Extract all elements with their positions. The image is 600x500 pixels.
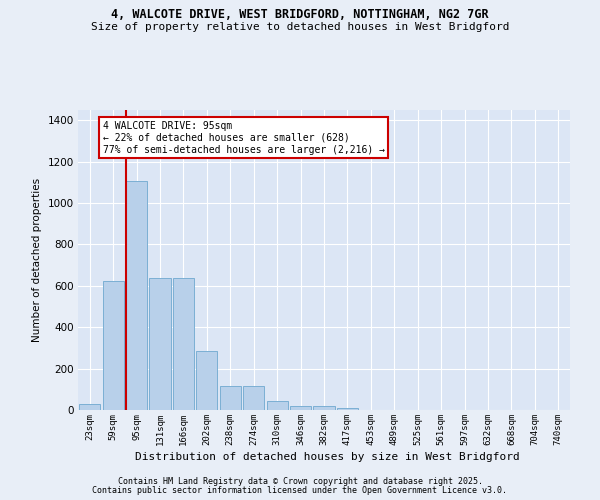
Text: Size of property relative to detached houses in West Bridgford: Size of property relative to detached ho…	[91, 22, 509, 32]
Text: 4 WALCOTE DRIVE: 95sqm
← 22% of detached houses are smaller (628)
77% of semi-de: 4 WALCOTE DRIVE: 95sqm ← 22% of detached…	[103, 122, 385, 154]
Bar	[220, 386, 241, 410]
Bar	[79, 404, 100, 410]
Bar	[196, 351, 217, 410]
Bar	[243, 386, 264, 410]
Text: Contains public sector information licensed under the Open Government Licence v3: Contains public sector information licen…	[92, 486, 508, 495]
Bar	[313, 406, 335, 410]
Bar	[290, 406, 311, 410]
Text: Contains HM Land Registry data © Crown copyright and database right 2025.: Contains HM Land Registry data © Crown c…	[118, 477, 482, 486]
Bar	[103, 280, 124, 410]
Bar	[337, 408, 358, 410]
Bar	[173, 278, 194, 410]
Text: Distribution of detached houses by size in West Bridgford: Distribution of detached houses by size …	[134, 452, 520, 462]
Bar	[266, 400, 287, 410]
Bar	[149, 278, 170, 410]
Y-axis label: Number of detached properties: Number of detached properties	[32, 178, 42, 342]
Text: 4, WALCOTE DRIVE, WEST BRIDGFORD, NOTTINGHAM, NG2 7GR: 4, WALCOTE DRIVE, WEST BRIDGFORD, NOTTIN…	[111, 8, 489, 20]
Bar	[126, 182, 147, 410]
